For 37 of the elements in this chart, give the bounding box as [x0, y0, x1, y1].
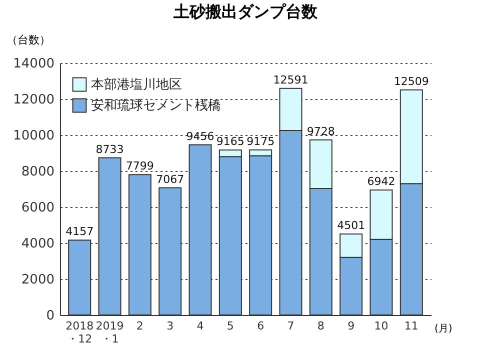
x-tick-label: 5 — [226, 320, 234, 332]
y-tick-label: 10000 — [13, 128, 54, 144]
x-tick-label: 9 — [348, 320, 355, 332]
total-label: 4157 — [66, 225, 94, 238]
legend-label: 安和琉球セメント桟橋 — [91, 98, 221, 114]
total-label: 12591 — [273, 73, 308, 86]
total-label: 12509 — [394, 74, 429, 88]
y-tick-label: 0 — [46, 308, 54, 324]
x-tick-label: 4 — [196, 320, 204, 332]
total-label: 7799 — [126, 160, 154, 173]
x-tick-label: 2 — [136, 320, 144, 332]
total-label: 9728 — [306, 124, 335, 138]
y-tick-label: 6000 — [21, 200, 54, 216]
total-label: 9165 — [216, 135, 244, 148]
x-tick-label: 10 — [374, 320, 388, 332]
x-tick-label: 3 — [166, 320, 174, 332]
y-axis-title: （台数） — [6, 34, 50, 46]
chart-title: 土砂搬出ダンプ台数 — [172, 2, 318, 21]
x-tick-label: 6 — [257, 320, 264, 332]
x-axis-title: (月) — [434, 324, 452, 334]
legend-label: 本部港塩川地区 — [91, 78, 182, 92]
total-label: 6942 — [367, 175, 396, 188]
x-tick-label: 2018・12 — [66, 320, 94, 346]
total-label: 9175 — [246, 134, 275, 148]
total-label: 4501 — [337, 218, 366, 232]
x-tick-label: 2019・1 — [96, 320, 124, 346]
total-label: 9456 — [186, 130, 214, 143]
x-tick-label: 7 — [287, 320, 294, 332]
y-tick-label: 4000 — [21, 236, 54, 252]
total-label: 7067 — [156, 172, 184, 186]
y-tick-label: 8000 — [21, 164, 54, 180]
x-tick-label: 8 — [317, 320, 324, 332]
y-tick-label: 2000 — [21, 272, 54, 288]
x-tick-label: 11 — [404, 320, 418, 332]
total-label: 8733 — [96, 142, 124, 156]
y-tick-label: 14000 — [13, 56, 54, 72]
y-tick-label: 12000 — [13, 92, 54, 108]
